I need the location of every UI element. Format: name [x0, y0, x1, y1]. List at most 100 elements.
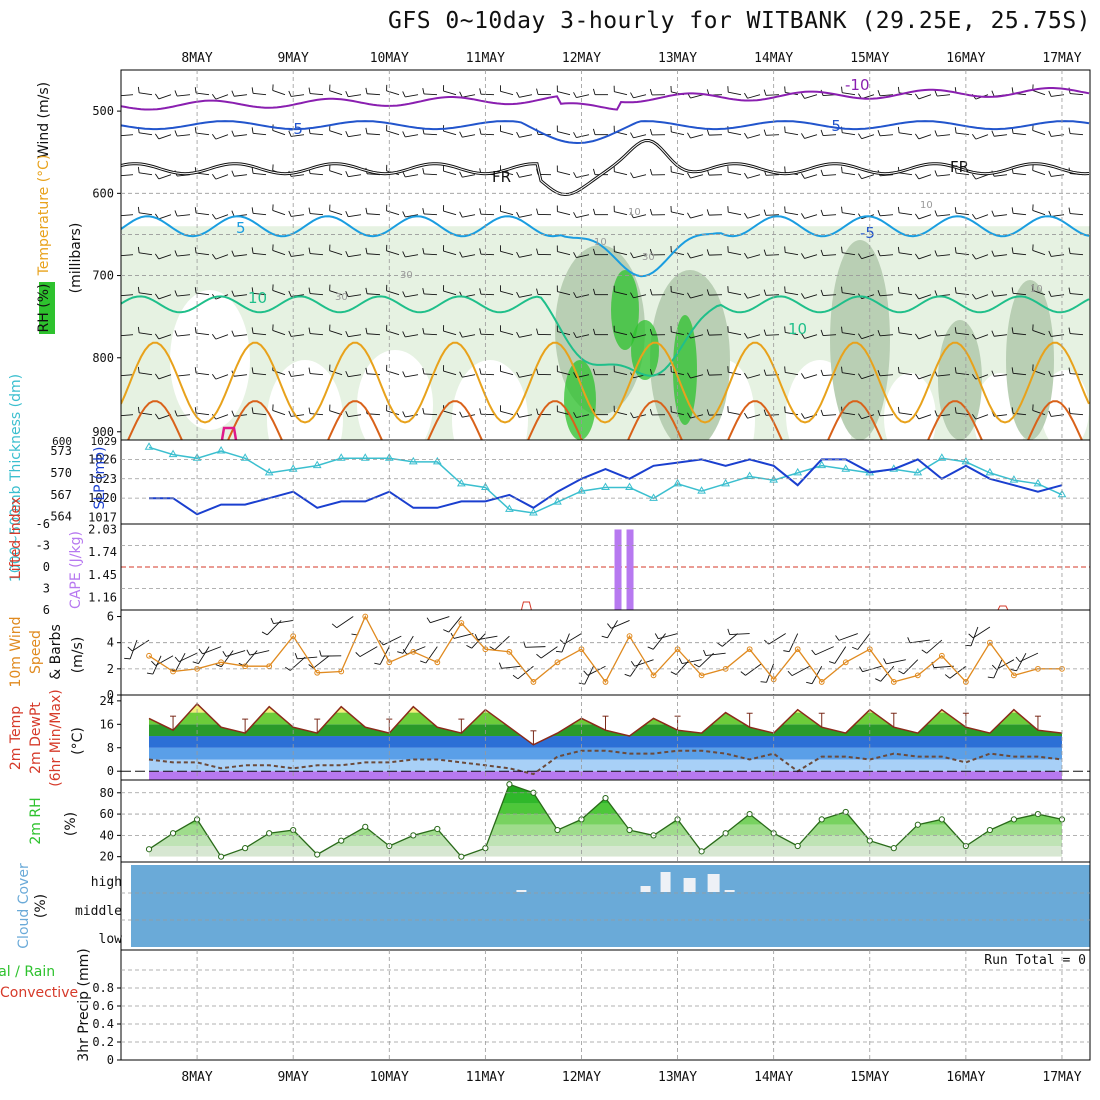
rh2m-marker: [626, 826, 633, 834]
wind10m-barb: [525, 646, 546, 648]
wind-barb-flag: [308, 327, 311, 334]
temp-tick: 0: [107, 764, 114, 778]
wind10m-barb: [791, 665, 810, 677]
wind10m-barb-flag: [1015, 656, 1021, 662]
wind-barb: [614, 291, 628, 296]
wind-barb-flag: [744, 132, 748, 139]
wind-barb-flag: [174, 90, 178, 97]
isotherm-25: [220, 426, 238, 440]
wind-barb: [177, 374, 191, 377]
wind-barb-flag: [211, 133, 217, 140]
wind-barb-flag: [308, 247, 311, 254]
wind10m-barb-flag: [670, 671, 677, 675]
wind-barb-flag: [744, 412, 748, 419]
wind-barb-flag: [841, 326, 843, 333]
wind10m-barb: [815, 646, 834, 656]
cloud-layer-label: low: [99, 932, 123, 947]
rh2m-tick: 20: [100, 850, 114, 864]
wind10m-marker: [242, 663, 249, 670]
wind-barb: [576, 334, 590, 339]
wind-barb: [765, 294, 780, 296]
wind-barb: [329, 290, 343, 296]
contour-label: 10: [920, 200, 933, 211]
wind-barb-flag: [841, 246, 843, 253]
wind-barb-flag: [687, 252, 691, 259]
wind-barb: [367, 93, 381, 96]
wind-barb: [633, 214, 647, 219]
wind-barb-flag: [1048, 90, 1052, 97]
wind-barb: [557, 91, 571, 96]
date-label-bottom: 10MAY: [370, 1070, 409, 1085]
wind-barb: [196, 332, 210, 336]
wind-barb: [861, 334, 875, 340]
wind10m-barb: [658, 633, 678, 640]
wind10m-barb-flag: [624, 673, 631, 677]
cape-tick: 2.03: [88, 522, 117, 536]
wind10m-marker: [146, 652, 152, 659]
wind-barb-flag: [308, 207, 311, 214]
wind-barb-flag: [308, 287, 311, 294]
contour-label: 30: [400, 270, 413, 281]
wind-barb-flag: [763, 89, 767, 96]
wind-barb: [937, 134, 951, 137]
wind10m-barb: [629, 659, 642, 677]
wind-barb: [956, 332, 970, 336]
wind-barb-flag: [801, 213, 805, 219]
wind-barb: [519, 414, 533, 418]
wind-barb-flag: [934, 290, 938, 297]
wind-barb-flag: [251, 407, 254, 414]
wind-barb-flag: [459, 411, 463, 418]
rh-band: [149, 824, 1062, 836]
rh2m-label: 2m RH: [28, 797, 44, 844]
wind-barb-flag: [841, 86, 843, 93]
wind-barb-flag: [914, 93, 920, 100]
wind-barb: [310, 173, 324, 176]
wind-barb-flag: [649, 89, 653, 96]
wind-barb: [880, 214, 894, 217]
wind-barb-flag: [784, 326, 786, 333]
wind-barb: [576, 254, 590, 259]
wind-barb-flag: [1068, 247, 1071, 254]
wind-barb-flag: [954, 407, 957, 414]
slp-tick: 1026: [88, 452, 117, 466]
wind-barb-flag: [536, 248, 539, 255]
rh2m-marker: [698, 848, 705, 855]
thickness-marker: [793, 467, 803, 476]
high-cloud-bar: [516, 890, 527, 892]
wind10m-marker: [626, 633, 633, 640]
wind10m-barb: [383, 635, 402, 646]
wind-barb: [443, 410, 457, 416]
wind-barb-flag: [763, 209, 767, 216]
wind-barb-flag: [251, 327, 254, 334]
wind-barb-flag: [801, 333, 805, 339]
wind-barb-flag: [154, 93, 160, 100]
wind-barb-flag: [308, 367, 311, 374]
wind-barb: [253, 372, 267, 376]
wind-barb: [576, 94, 590, 99]
wind10m-barb-flag: [968, 633, 974, 639]
wind-barb-flag: [630, 212, 634, 219]
wind-barb: [121, 94, 134, 97]
wind-barb: [842, 132, 856, 136]
pressure-tick: 500: [92, 104, 114, 118]
wind-barb-flag: [251, 87, 254, 94]
wind-barb: [1013, 132, 1027, 136]
wind10m-barb: [448, 616, 462, 633]
thickness-label: 1000~500mb Thickness (dm): [8, 374, 24, 582]
wind-barb-flag: [137, 406, 140, 413]
wind-barb: [519, 134, 533, 138]
wind-barb: [367, 333, 381, 336]
wind10m-barb: [379, 646, 390, 665]
wind-barb-flag: [649, 329, 653, 336]
li-tick: 3: [43, 582, 50, 596]
wind-barb-flag: [1068, 407, 1071, 414]
wind-barb: [443, 370, 457, 376]
wind-barb: [196, 92, 210, 96]
wind-barb: [918, 174, 932, 180]
contour-label: FR: [492, 168, 511, 186]
wind-barb-flag: [877, 410, 881, 416]
temp-band: [149, 747, 1062, 760]
slp-tick: 1020: [88, 491, 117, 505]
wind-barb: [177, 214, 191, 217]
wind-barb: [405, 294, 419, 298]
